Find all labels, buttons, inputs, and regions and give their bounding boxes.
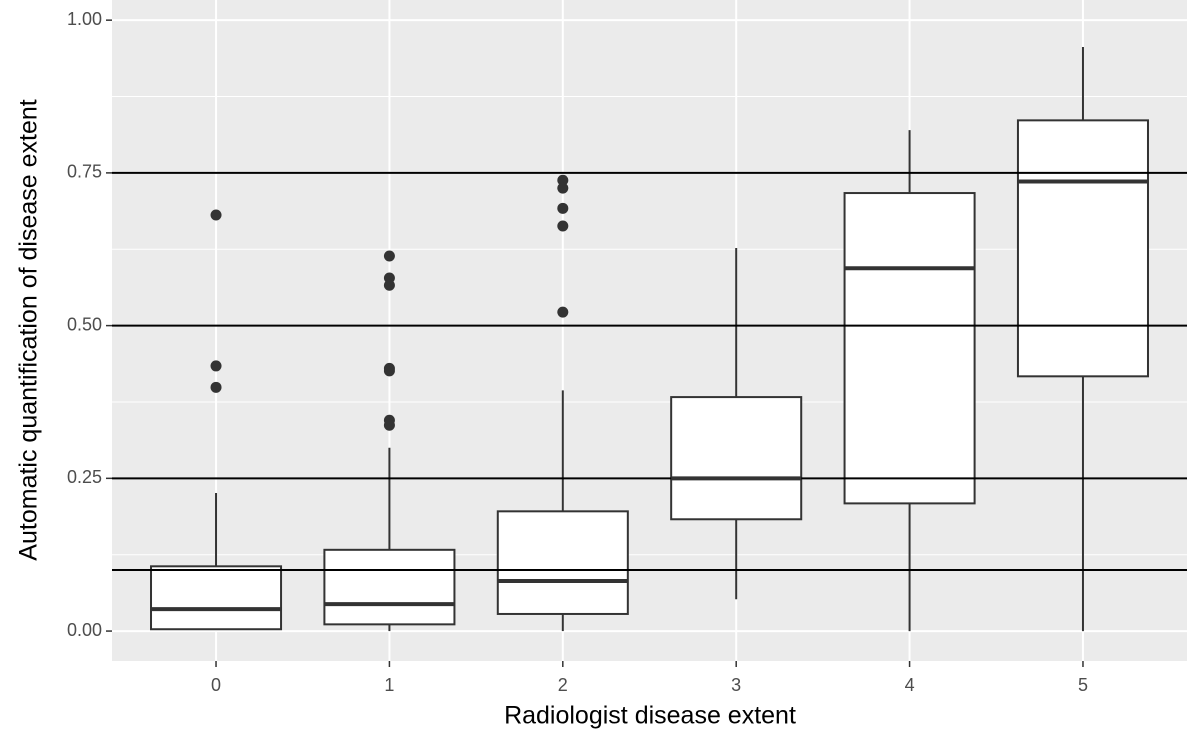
x-tick-label: 0 [211, 675, 221, 695]
box [323, 548, 456, 626]
outlier [210, 360, 222, 372]
y-tick-label: 1.00 [67, 9, 102, 29]
x-tick-label: 1 [384, 675, 394, 695]
x-tick-label: 3 [731, 675, 741, 695]
x-tick-label: 4 [905, 675, 915, 695]
outlier [557, 174, 569, 186]
box [150, 565, 283, 631]
outlier [557, 182, 569, 194]
y-axis-title: Automatic quantification of disease exte… [15, 99, 43, 560]
box [843, 192, 976, 505]
outlier [383, 365, 395, 377]
outlier [383, 279, 395, 291]
panel [112, 0, 1187, 661]
x-tick-label: 2 [558, 675, 568, 695]
outlier [383, 419, 395, 431]
outlier [383, 250, 395, 262]
box [1016, 119, 1149, 378]
y-tick-label: 0.75 [67, 162, 102, 182]
x-tick-label: 5 [1078, 675, 1088, 695]
x-axis-title: Radiologist disease extent [504, 702, 796, 730]
box [496, 510, 629, 615]
outlier [210, 209, 222, 221]
outlier [557, 202, 569, 214]
outlier [210, 381, 222, 393]
y-tick-label: 0.00 [67, 620, 102, 640]
y-tick-label: 0.50 [67, 314, 102, 334]
y-tick-label: 0.25 [67, 467, 102, 487]
outlier [557, 306, 569, 318]
outlier [557, 220, 569, 232]
box [670, 396, 803, 521]
